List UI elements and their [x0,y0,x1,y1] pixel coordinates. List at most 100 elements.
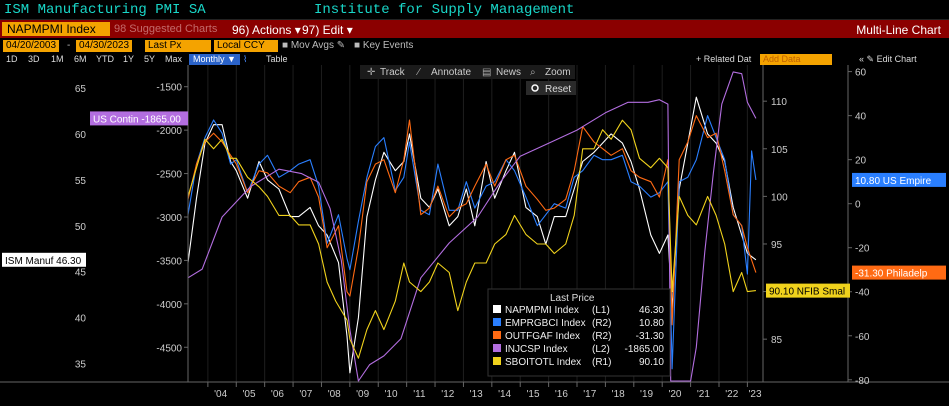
x-tick-label: '12 [441,389,454,400]
l1-tick-label: 40 [75,314,87,325]
checkbox-icon: ■ [354,40,361,51]
security-title: ISM Manufacturing PMI SA [4,2,206,18]
related-data-button[interactable]: + Related Dat [696,54,752,64]
range-1y[interactable]: 1Y [123,54,135,64]
x-tick-label: '08 [328,389,341,400]
l1-tick-label: 60 [75,130,87,141]
value-tag-text: ISM Manuf 46.30 [5,256,82,267]
news-button[interactable]: News [496,67,521,78]
legend-swatch [493,331,501,339]
line-chart-icon[interactable]: ⌇ [243,54,248,64]
zoom-icon: ⌕ [530,67,536,78]
series-line-sboitotl [187,119,756,359]
x-tick-label: '22 [725,389,738,400]
legend-name: SBOITOTL Index [505,357,581,368]
legend-name: EMPRGBCI Index [505,318,586,329]
x-tick-label: '13 [470,389,483,400]
x-tick-label: '09 [356,389,369,400]
frequency-label: Monthly [193,54,225,64]
table-button[interactable]: Table [266,54,288,64]
dropdown-icon: ▼ [227,54,236,64]
range-5y[interactable]: 5Y [144,54,156,64]
value-tag-text: 10.80 US Empire [855,176,932,187]
x-tick-label: '15 [526,389,539,400]
l1-tick-label: 55 [75,176,87,187]
legend-name: OUTFGAF Index [505,331,580,342]
range-1d[interactable]: 1D [6,54,18,64]
chart-toolbar: ✛ Track ∕ Annotate ▤ News ⌕ Zoom Reset [360,65,576,95]
date-separator: - [67,40,71,51]
x-tick-label: '20 [668,389,681,400]
legend-axis: (L1) [592,305,610,316]
r2-tick-label: 60 [855,68,867,79]
add-data-input[interactable]: Add Data [760,54,832,65]
zoom-button[interactable]: Zoom [545,67,571,78]
start-date-field[interactable]: 04/20/2003 [3,40,60,52]
range-6m[interactable]: 6M [74,54,87,64]
r2-tick-label: 40 [855,112,867,123]
value-tag-text: -31.30 Philadelp [855,269,928,280]
r2-tick-label: 20 [855,156,867,167]
track-button[interactable]: Track [380,67,406,78]
value-tag-text: US Contin -1865.00 [93,114,181,125]
chart-axes: '04 '05 '06 '07 '08 '09 '10 '11 '12 '13 '14 '15 '16 '… [0,65,949,400]
mov-avgs-toggle[interactable]: ■ Mov Avgs ✎ [282,40,345,51]
edit-menu[interactable]: 97) Edit ▾ [302,23,353,37]
pencil-icon: ✎ [336,40,346,51]
x-tick-label: '11 [413,389,426,400]
r2-tick-label: -80 [855,376,870,387]
options-bar: 04/20/2003 - 04/30/2023 Last Px Local CC… [0,38,949,53]
range-ytd[interactable]: YTD [96,54,114,64]
x-tick-label: '04 [214,389,227,400]
legend-last-value: 46.30 [639,305,664,316]
x-tick-label: '05 [243,389,256,400]
legend-last-value: -1865.00 [625,344,665,355]
edit-chart-button[interactable]: « ✎ Edit Chart [859,54,917,65]
range-1m[interactable]: 1M [51,54,64,64]
suggested-charts-button[interactable]: 98 Suggested Charts [114,23,218,35]
r1-tick-label: 110 [771,97,787,108]
range-3d[interactable]: 3D [28,54,40,64]
range-bar: 1D 3D 1M 6M YTD 1Y 5Y Max Monthly ▼ ⌇ Ta… [0,53,949,65]
l1-tick-label: 50 [75,222,87,233]
x-tick-label: '18 [612,389,625,400]
legend-last-value: -31.30 [636,331,665,342]
legend-name: NAPMPMI Index [505,305,579,316]
security-source: Institute for Supply Management [314,2,575,18]
reset-button[interactable]: Reset [545,84,571,95]
edit-label: 97) Edit [302,23,344,37]
value-tag-bg [766,283,850,298]
range-max[interactable]: Max [165,54,183,64]
title-bar: ISM Manufacturing PMI SA Institute for S… [0,0,949,20]
end-date-field[interactable]: 04/30/2023 [76,40,133,52]
command-bar: NAPMPMI Index 98 Suggested Charts 96) Ac… [0,20,949,38]
r1-tick-label: 105 [771,145,788,156]
multi-line-chart[interactable]: '04 '05 '06 '07 '08 '09 '10 '11 '12 '13 '14 '15 '16 '… [0,65,949,406]
value-tag-bg [90,111,188,126]
actions-menu[interactable]: 96) Actions ▾ [232,23,301,37]
price-select[interactable]: Last Px [145,40,211,52]
series-line-emprgbci [187,115,757,370]
r1-tick-label: 100 [771,192,788,203]
legend-swatch [493,344,501,352]
legend: Last Price NAPMPMI Index (L1) 46.30 EMPRGBC… [487,288,671,377]
r2-tick-label: 0 [855,200,861,211]
pencil-icon: ✎ [866,54,875,64]
annotate-icon: ∕ [415,67,421,78]
actions-label: 96) Actions [232,23,292,37]
legend-axis: (R2) [592,318,611,329]
legend-last-value: 90.10 [639,357,664,368]
l2-tick-label: -4500 [156,343,182,354]
frequency-select[interactable]: Monthly ▼ [189,54,240,65]
currency-select[interactable]: Local CCY [214,40,278,52]
checkbox-icon: ■ [282,40,289,51]
legend-name: INJCSP Index [505,344,568,355]
x-tick-label: '23 [748,389,761,400]
key-events-toggle[interactable]: ■ Key Events [354,40,413,51]
x-tick-label: '10 [385,389,398,400]
dropdown-icon: ▾ [294,23,301,37]
r1-tick-label: 85 [771,335,783,346]
ticker-input[interactable]: NAPMPMI Index [2,22,110,36]
legend-swatch [493,318,501,326]
annotate-button[interactable]: Annotate [431,67,471,78]
